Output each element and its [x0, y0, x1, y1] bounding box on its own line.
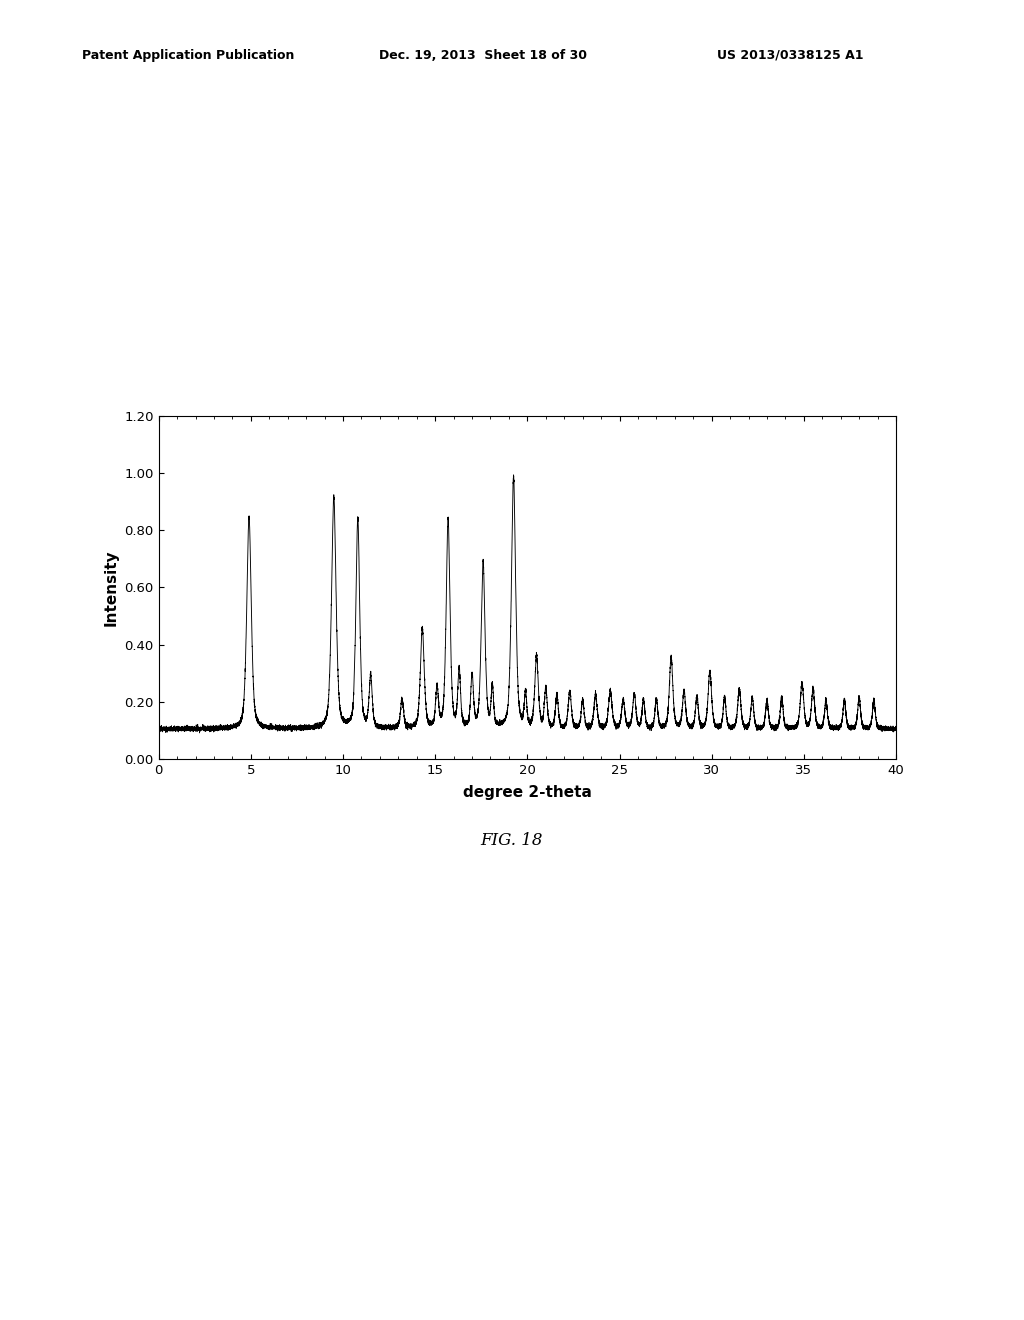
Text: US 2013/0338125 A1: US 2013/0338125 A1	[717, 49, 863, 62]
Text: FIG. 18: FIG. 18	[480, 832, 544, 849]
X-axis label: degree 2-theta: degree 2-theta	[463, 785, 592, 800]
Y-axis label: Intensity: Intensity	[103, 549, 119, 626]
Text: Dec. 19, 2013  Sheet 18 of 30: Dec. 19, 2013 Sheet 18 of 30	[379, 49, 587, 62]
Text: Patent Application Publication: Patent Application Publication	[82, 49, 294, 62]
